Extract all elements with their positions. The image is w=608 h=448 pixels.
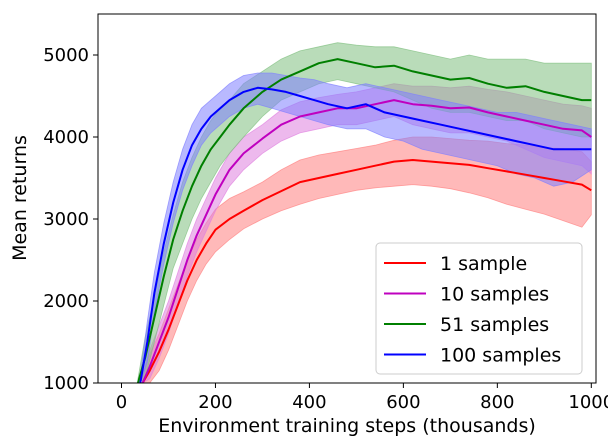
series-lines <box>136 58 592 383</box>
y-tick-label: 2000 <box>43 291 89 312</box>
band-1-sample <box>142 136 592 383</box>
x-axis-label: Environment training steps (thousands) <box>158 415 536 437</box>
x-tick-label: 800 <box>480 392 514 413</box>
legend-box <box>375 242 583 375</box>
legend: 1 sample 10 samples 51 samples 100 samples <box>375 242 583 375</box>
x-tick-label: 1000 <box>568 392 608 413</box>
confidence-bands <box>137 42 592 383</box>
y-tick-label: 1000 <box>43 373 89 394</box>
y-axis: 1000 2000 3000 4000 5000 <box>43 45 98 394</box>
legend-entry: 100 samples <box>440 345 561 367</box>
x-tick-label: 200 <box>198 392 232 413</box>
x-tick-label: 600 <box>386 392 420 413</box>
x-tick-label: 0 <box>116 392 127 413</box>
y-tick-label: 5000 <box>43 45 89 66</box>
line-51-samples <box>136 58 592 383</box>
line-1-sample <box>141 159 592 383</box>
y-tick-label: 4000 <box>43 127 89 148</box>
legend-entry: 1 sample <box>440 253 527 275</box>
y-axis-label: Mean returns <box>9 135 31 261</box>
line-10-samples <box>141 99 592 383</box>
x-axis: 0 200 400 600 800 1000 <box>116 383 608 413</box>
plot-frame <box>97 13 597 384</box>
legend-entry: 51 samples <box>440 314 549 336</box>
legend-entry: 10 samples <box>440 284 549 306</box>
band-100-samples <box>139 72 592 383</box>
x-tick-label: 400 <box>292 392 326 413</box>
y-tick-label: 3000 <box>43 209 89 230</box>
line-100-samples <box>139 86 592 383</box>
